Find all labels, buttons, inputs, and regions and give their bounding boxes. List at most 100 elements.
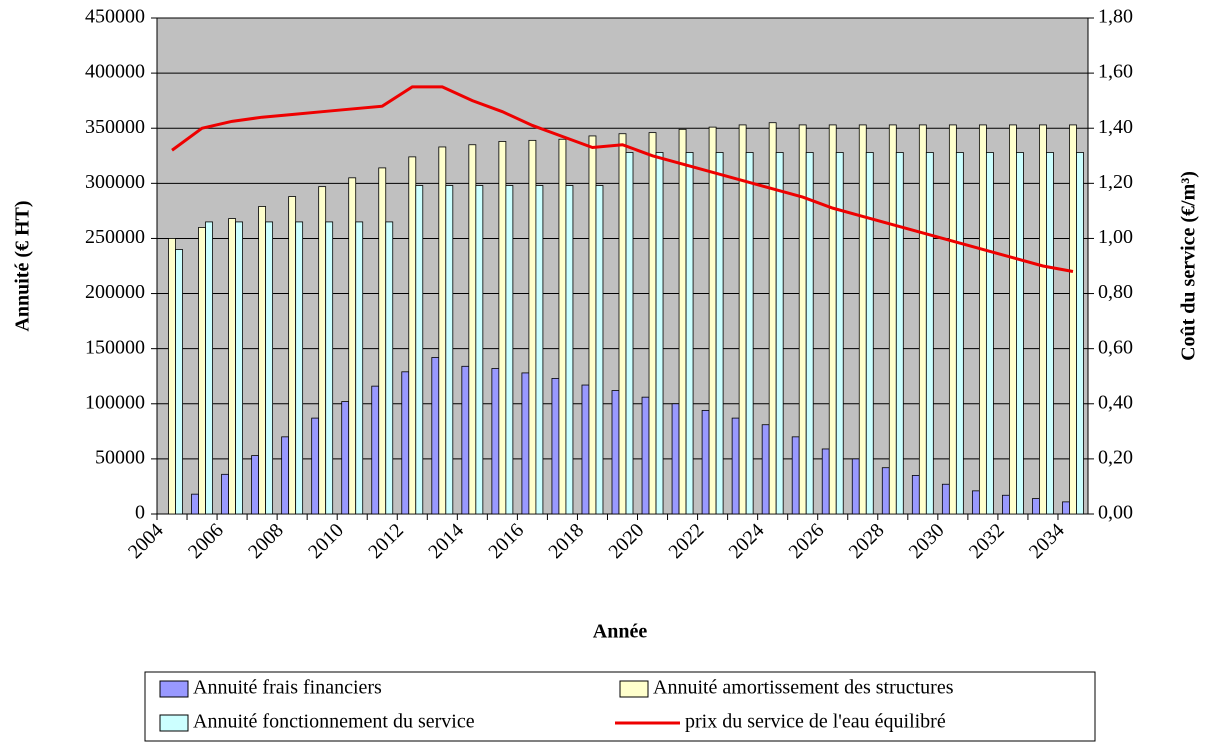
bar [731,417,740,515]
legend-swatch [159,680,189,698]
bar [191,493,199,515]
y-tick-label: 150000 [85,336,145,358]
y2-tick-label: 1,80 [1098,6,1133,28]
x-tick-label: 2012 [364,519,408,563]
x-tick-label: 2026 [785,519,829,563]
y2-tick-label: 0,20 [1098,446,1133,468]
bar [325,221,334,515]
bar [438,146,447,515]
x-tick-label: 2016 [484,519,528,563]
bar [1016,152,1024,515]
bar [205,221,213,515]
bar [835,152,844,515]
bar [1002,494,1010,515]
line [171,85,1074,273]
bar [805,152,814,515]
x-tick-label: 2008 [244,519,288,563]
bar [888,124,897,515]
y-tick-label: 250000 [85,226,145,248]
y2-tick-label: 0,40 [1098,391,1133,413]
bar [221,473,229,515]
bar [415,185,424,515]
bar [955,152,964,515]
bar [618,133,627,515]
bar [1032,498,1040,515]
bar [265,221,274,515]
y-tick-label: 200000 [85,281,145,303]
y-tick-label: 100000 [85,391,145,413]
bar [295,221,304,515]
bar [251,455,260,515]
bar [535,185,544,515]
bar [708,126,717,515]
bar [468,144,477,515]
bar [701,409,710,515]
legend-label: prix du service de l'eau équilibré [685,711,946,733]
y2-axis-title: Coût du service (€/m³) [1178,171,1200,361]
bar [378,167,387,515]
bar [941,483,950,515]
y2-tick-label: 1,00 [1098,226,1133,248]
bar [551,378,560,515]
y-tick-label: 350000 [85,116,145,138]
bar [775,152,784,515]
bar [558,138,567,515]
x-tick-label: 2022 [665,519,709,563]
bar [228,218,236,515]
bar [625,152,634,515]
y2-tick-label: 0,80 [1098,281,1133,303]
legend-label: Annuité fonctionnement du service [193,711,475,733]
y-axis-title: Annuité (€ HT) [12,200,34,331]
bar [475,185,484,515]
bar [858,124,867,515]
bar [348,177,357,515]
bar [715,152,724,515]
legend-swatch [619,680,649,698]
bar [641,396,650,515]
y-tick-label: 400000 [85,61,145,83]
bar [1062,501,1070,515]
y-tick-label: 300000 [85,171,145,193]
y-tick-label: 50000 [95,446,145,468]
bar [895,152,904,515]
bar [1076,152,1084,515]
bar [581,384,590,515]
bar [168,238,176,515]
x-tick-label: 2018 [544,519,588,563]
x-tick-label: 2030 [905,519,949,563]
y2-tick-label: 1,60 [1098,61,1133,83]
bar [865,152,874,515]
bar [671,403,680,515]
y2-tick-label: 1,20 [1098,171,1133,193]
x-tick-label: 2004 [124,519,168,563]
bar [445,185,454,515]
bar [738,124,747,515]
bar [948,124,957,515]
bar [745,152,754,515]
bar [595,185,604,515]
bar [311,417,320,515]
bar [498,141,507,515]
bar [761,424,770,515]
bar [521,372,530,515]
legend-label: Annuité amortissement des structures [653,677,954,699]
legend-swatch [159,714,189,732]
bar [1039,124,1047,515]
bar [385,221,394,515]
bar [678,128,687,515]
y-tick-label: 0 [135,502,145,524]
bar [685,152,694,515]
bar [655,152,664,515]
x-tick-label: 2034 [1025,519,1069,563]
y2-tick-label: 1,40 [1098,116,1133,138]
bar [1009,124,1017,515]
bar [235,221,243,515]
bar [461,365,470,515]
bar [821,448,830,515]
bar [798,124,807,515]
bar [198,227,206,515]
bar [408,156,417,515]
bar [918,124,927,515]
bar [175,249,183,515]
bar [911,475,920,515]
